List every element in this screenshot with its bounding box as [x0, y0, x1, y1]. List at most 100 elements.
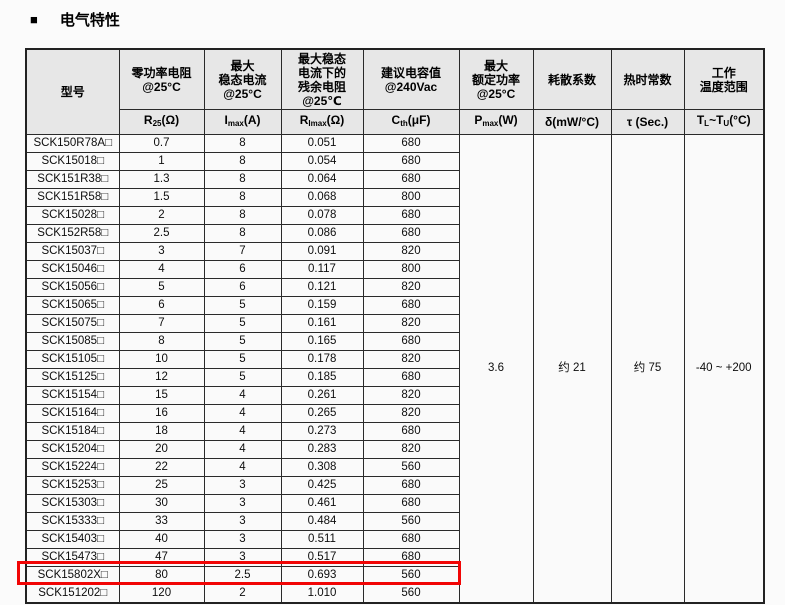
cell-imax: 3	[203, 512, 282, 531]
cell-cth: 680	[362, 548, 460, 567]
col-header-model: 型号	[25, 48, 120, 135]
cell-imax: 8	[203, 188, 282, 207]
cell-model: SCK151R58□	[25, 188, 120, 207]
cell-r25: 80	[118, 566, 205, 585]
cell-cth: 680	[362, 206, 460, 225]
table-header: 型号 零功率电阻 @25°C 最大 稳态电流 @25°C 最大稳态 电流下的 残…	[25, 48, 765, 135]
cell-model: SCK15184□	[25, 422, 120, 441]
cell-model: SCK15802X□	[25, 566, 120, 585]
cell-r25: 6	[118, 296, 205, 315]
cell-cth: 820	[362, 386, 460, 405]
cell-imax: 4	[203, 404, 282, 423]
cell-r25: 33	[118, 512, 205, 531]
table-row: SCK15056□ 5 6 0.121 820	[25, 278, 764, 297]
col-header-cth: 建议电容值 @240Vac	[362, 48, 460, 110]
cell-rimax: 0.161	[280, 314, 364, 333]
cell-r25: 7	[118, 314, 205, 333]
cell-imax: 8	[203, 152, 282, 171]
cell-rimax: 0.086	[280, 224, 364, 243]
cell-rimax: 0.185	[280, 368, 364, 387]
table-row: SCK15125□ 12 5 0.185 680	[25, 368, 764, 387]
cell-rimax: 0.121	[280, 278, 364, 297]
cell-cth: 680	[362, 152, 460, 171]
cell-imax: 4	[203, 422, 282, 441]
table-row: SCK15046□ 4 6 0.117 800	[25, 260, 764, 279]
col-unit-temp: TL~TU(°C)	[683, 109, 765, 135]
cell-model: SCK15056□	[25, 278, 120, 297]
cell-rimax: 0.051	[280, 134, 364, 153]
cell-imax: 3	[203, 548, 282, 567]
cell-model: SCK15473□	[25, 548, 120, 567]
cell-cth: 680	[362, 494, 460, 513]
cell-imax: 5	[203, 368, 282, 387]
col-unit-delta: δ(mW/°C)	[532, 109, 612, 135]
cell-model: SCK15303□	[25, 494, 120, 513]
cell-rimax: 0.054	[280, 152, 364, 171]
cell-rimax: 0.283	[280, 440, 364, 459]
table-row: SCK15154□ 15 4 0.261 820	[25, 386, 764, 405]
header-title-row: 型号 零功率电阻 @25°C 最大 稳态电流 @25°C 最大稳态 电流下的 残…	[25, 48, 765, 135]
page-title: 电气特性	[59, 12, 120, 29]
cell-r25: 1.5	[118, 188, 205, 207]
cell-rimax: 0.078	[280, 206, 364, 225]
cell-rimax: 1.010	[280, 584, 364, 604]
cell-model: SCK15224□	[25, 458, 120, 477]
col-header-temp: 工作 温度范围	[683, 48, 765, 110]
table-body: SCK150R78A□ 0.7 8 0.051 680 3.6 约 21 约 75 -40 ~ …	[25, 134, 765, 604]
table-row: SCK152R58□ 2.5 8 0.086 680	[25, 224, 764, 243]
cell-cth: 680	[362, 134, 460, 153]
cell-cth: 680	[362, 530, 460, 549]
cell-rimax: 0.425	[280, 476, 364, 495]
cell-model: SCK15065□	[25, 296, 120, 315]
cell-rimax: 0.308	[280, 458, 364, 477]
cell-cth: 820	[362, 242, 460, 261]
cell-imax: 6	[203, 278, 282, 297]
cell-imax: 7	[203, 242, 282, 261]
cell-cth: 680	[362, 224, 460, 243]
col-unit-imax: Imax(A)	[203, 109, 282, 135]
cell-r25: 8	[118, 332, 205, 351]
cell-r25: 5	[118, 278, 205, 297]
cell-cth: 680	[362, 332, 460, 351]
cell-pmax-merged: 3.6	[458, 134, 534, 604]
cell-cth: 820	[362, 350, 460, 369]
cell-rimax: 0.068	[280, 188, 364, 207]
table-row: SCK15253□ 25 3 0.425 680	[25, 476, 764, 495]
cell-cth: 820	[362, 314, 460, 333]
table-row: SCK15164□ 16 4 0.265 820	[25, 404, 764, 423]
cell-r25: 47	[118, 548, 205, 567]
cell-rimax: 0.693	[280, 566, 364, 585]
cell-model: SCK152R58□	[25, 224, 120, 243]
table-row: SCK15224□ 22 4 0.308 560	[25, 458, 764, 477]
table-row: SCK15105□ 10 5 0.178 820	[25, 350, 764, 369]
cell-rimax: 0.165	[280, 332, 364, 351]
cell-model: SCK15164□	[25, 404, 120, 423]
cell-imax: 5	[203, 350, 282, 369]
col-header-r25: 零功率电阻 @25°C	[118, 48, 205, 110]
cell-rimax: 0.265	[280, 404, 364, 423]
table-row: SCK15065□ 6 5 0.159 680	[25, 296, 764, 315]
cell-model: SCK15046□	[25, 260, 120, 279]
cell-rimax: 0.484	[280, 512, 364, 531]
table-row: SCK15403□ 40 3 0.511 680	[25, 530, 764, 549]
cell-imax: 4	[203, 386, 282, 405]
cell-r25: 120	[118, 584, 205, 604]
cell-rimax: 0.159	[280, 296, 364, 315]
cell-imax: 8	[203, 134, 282, 153]
cell-r25: 4	[118, 260, 205, 279]
cell-r25: 22	[118, 458, 205, 477]
cell-model: SCK15253□	[25, 476, 120, 495]
table-row: SCK15333□ 33 3 0.484 560	[25, 512, 764, 531]
cell-r25: 10	[118, 350, 205, 369]
cell-imax: 3	[203, 476, 282, 495]
cell-model: SCK15333□	[25, 512, 120, 531]
cell-model: SCK15085□	[25, 332, 120, 351]
cell-cth: 560	[362, 566, 460, 585]
cell-imax: 3	[203, 530, 282, 549]
cell-r25: 30	[118, 494, 205, 513]
cell-imax: 5	[203, 332, 282, 351]
cell-model: SCK151R38□	[25, 170, 120, 189]
cell-model: SCK15037□	[25, 242, 120, 261]
cell-model: SCK151202□	[25, 584, 120, 604]
section-bullet-icon: ■	[30, 12, 38, 27]
